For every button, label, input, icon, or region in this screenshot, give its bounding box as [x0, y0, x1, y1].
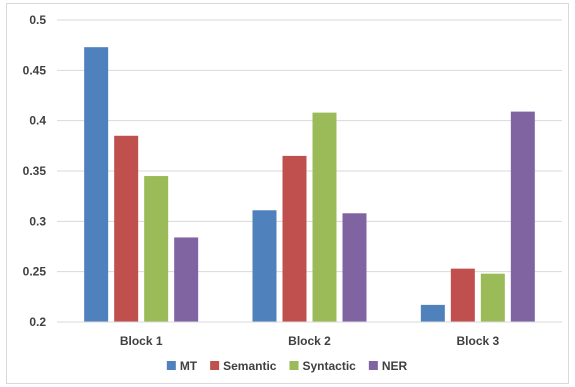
legend: MT Semantic Syntactic NER — [166, 359, 408, 373]
bar-semantic-block-2 — [282, 155, 307, 322]
y-tick-label: 0.35 — [23, 164, 47, 178]
bar-semantic-block-3 — [450, 268, 475, 322]
legend-swatch-semantic — [210, 361, 220, 370]
y-tick-label: 0.25 — [23, 265, 47, 279]
bar-mt-block-2 — [252, 210, 277, 322]
x-tick-label: Block 3 — [456, 334, 499, 348]
legend-swatch-syntactic — [289, 361, 299, 370]
legend-swatch-mt — [166, 361, 176, 370]
y-tick-label: 0.45 — [23, 63, 47, 77]
bar-syntactic-block-3 — [480, 273, 505, 322]
x-tick-label: Block 1 — [120, 334, 163, 348]
bar-semantic-block-1 — [114, 135, 139, 322]
y-tick-label: 0.3 — [29, 214, 46, 228]
bar-syntactic-block-1 — [144, 176, 169, 322]
bar-ner-block-2 — [342, 213, 367, 322]
x-axis: Block 1 Block 2 Block 3 — [57, 321, 562, 348]
bar-ner-block-1 — [174, 237, 199, 322]
y-tick-label: 0.4 — [29, 114, 46, 128]
y-tick-label: 0.2 — [29, 315, 46, 329]
bar-syntactic-block-2 — [312, 112, 337, 322]
legend-label-syntactic: Syntactic — [302, 359, 356, 373]
legend-label-semantic: Semantic — [223, 359, 277, 373]
legend-label-ner: NER — [382, 359, 408, 373]
bar-mt-block-1 — [84, 47, 109, 323]
y-tick-label: 0.5 — [29, 13, 46, 27]
bar-mt-block-3 — [420, 304, 445, 322]
bar-ner-block-3 — [510, 111, 535, 323]
legend-swatch-ner — [368, 361, 378, 370]
legend-label-mt: MT — [180, 359, 198, 373]
bars — [84, 47, 535, 323]
x-tick-label: Block 2 — [288, 334, 331, 348]
y-axis-ticks: 0.2 0.25 0.3 0.35 0.4 0.45 0.5 — [23, 13, 47, 329]
